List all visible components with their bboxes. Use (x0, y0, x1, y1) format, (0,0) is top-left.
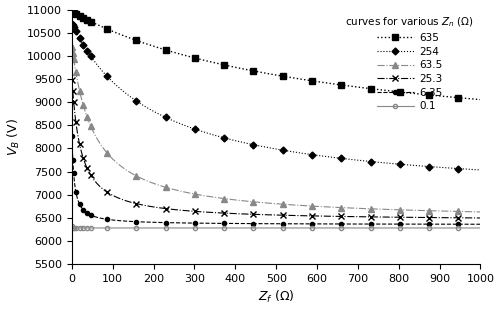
Line: 0.1: 0.1 (70, 224, 482, 230)
25.3 (121, 198, 127, 202)
254 (221, 136, 227, 140)
63.5 (69, 45, 75, 49)
635 (221, 63, 227, 67)
Line: 25.3: 25.3 (69, 77, 483, 221)
25.3 (74, 131, 80, 135)
635 (290, 76, 296, 80)
25.3 (221, 211, 227, 215)
254 (453, 167, 459, 170)
63.5 (290, 203, 296, 207)
Line: 6.35: 6.35 (70, 134, 482, 226)
Y-axis label: $V_B$ (V): $V_B$ (V) (6, 118, 22, 156)
254 (114, 84, 120, 88)
0.1 (221, 226, 227, 230)
Legend: 635, 254, 63.5, 25.3, 6.35, 0.1: 635, 254, 63.5, 25.3, 6.35, 0.1 (342, 13, 477, 114)
635 (69, 10, 75, 14)
254 (478, 168, 484, 172)
63.5 (478, 210, 484, 214)
6.35 (221, 221, 227, 225)
635 (121, 34, 127, 38)
6.35 (74, 197, 80, 200)
Line: 254: 254 (70, 21, 483, 172)
254 (290, 150, 296, 154)
6.35 (290, 222, 296, 226)
0.1 (74, 226, 80, 230)
63.5 (114, 161, 120, 165)
63.5 (121, 167, 127, 170)
Line: 635: 635 (69, 9, 483, 102)
0.1 (114, 226, 120, 230)
25.3 (453, 216, 459, 220)
0.1 (478, 226, 484, 230)
63.5 (221, 197, 227, 201)
Line: 63.5: 63.5 (69, 44, 483, 215)
6.35 (69, 134, 75, 138)
635 (453, 95, 459, 99)
254 (74, 33, 80, 36)
25.3 (114, 195, 120, 199)
0.1 (453, 226, 459, 230)
0.1 (69, 225, 75, 228)
63.5 (453, 210, 459, 213)
63.5 (74, 79, 80, 83)
25.3 (290, 214, 296, 217)
635 (74, 13, 80, 17)
254 (121, 90, 127, 94)
6.35 (453, 222, 459, 226)
254 (69, 22, 75, 26)
635 (114, 31, 120, 35)
635 (478, 98, 484, 101)
25.3 (69, 78, 75, 81)
25.3 (478, 216, 484, 220)
X-axis label: $Z_f$ ($\Omega$): $Z_f$ ($\Omega$) (258, 289, 294, 305)
6.35 (121, 219, 127, 223)
0.1 (290, 226, 296, 230)
0.1 (121, 226, 127, 230)
6.35 (114, 219, 120, 222)
6.35 (478, 222, 484, 226)
